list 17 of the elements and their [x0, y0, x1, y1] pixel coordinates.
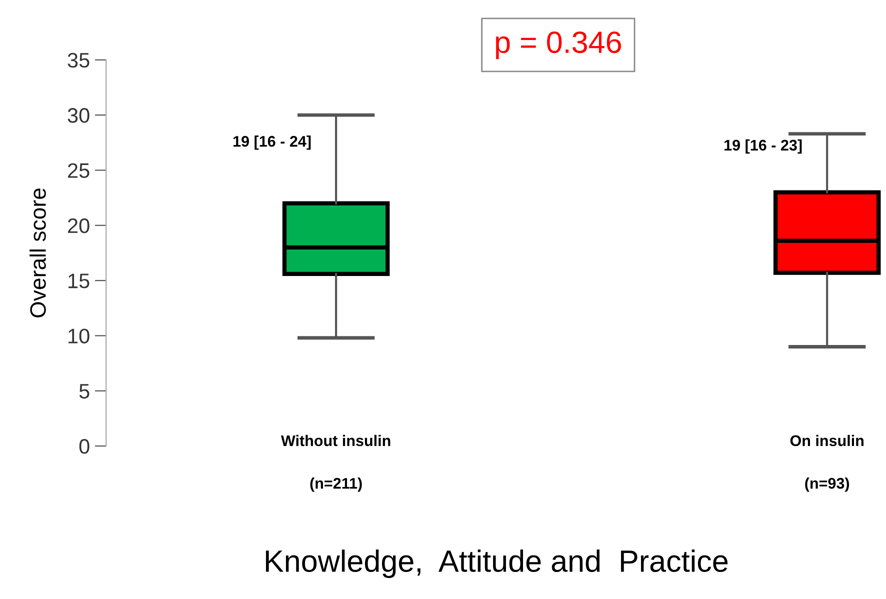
x-tick-label: Without insulin [280, 434, 390, 446]
annotation: 19 [16 - 23] [724, 139, 802, 154]
y-tick-label: 20 [68, 218, 90, 234]
y-axis-title: Overall score [30, 188, 46, 318]
y-tick-label: 5 [79, 384, 90, 399]
y-tick-label: 0 [79, 439, 90, 454]
text: (n=93) [805, 478, 850, 492]
y-tick-label: 35 [68, 52, 90, 68]
annotation: 19 [16 - 24] [233, 136, 311, 150]
x-tick-label: On insulin [790, 434, 864, 446]
x-axis-title: Knowledge, Attitude and Practice [266, 550, 728, 578]
y-tick-label: 15 [68, 274, 90, 288]
y-tick-label: 25 [68, 163, 90, 178]
y-tick-label: 30 [68, 108, 90, 123]
text: (n=211) [310, 478, 362, 492]
text: p = 0.346 [496, 31, 621, 60]
y-tick-label: 10 [68, 328, 90, 344]
